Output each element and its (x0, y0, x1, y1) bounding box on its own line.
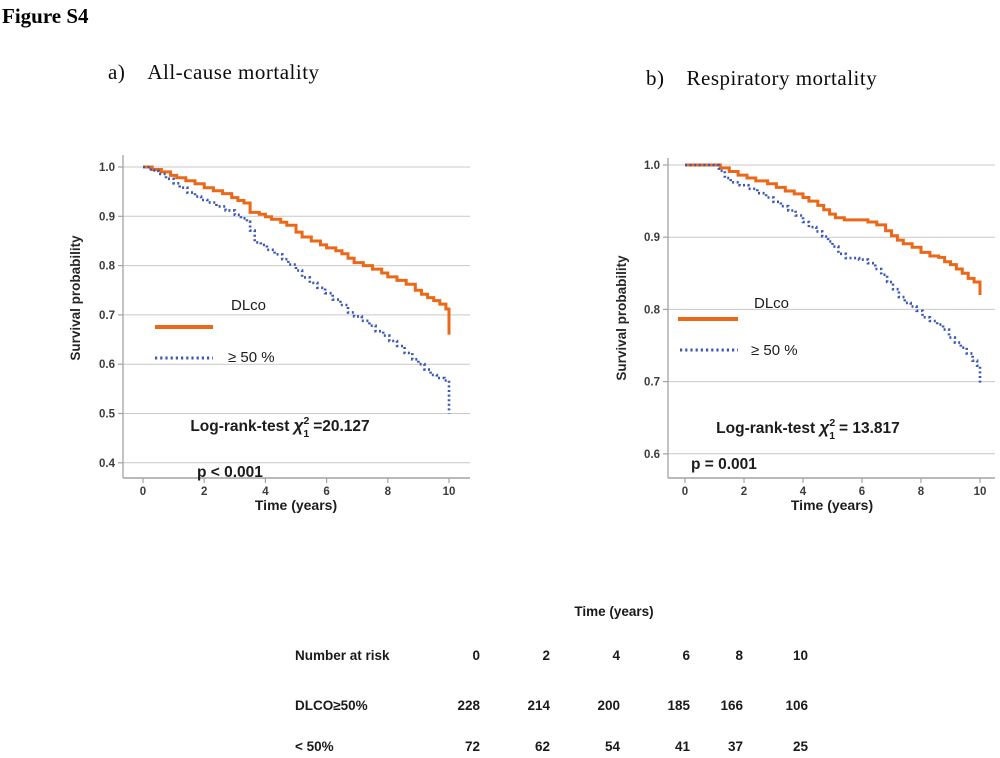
y-tick-label: 0.6 (99, 359, 115, 371)
number-at-risk-table: Time (years) Number at risk 0 2 4 6 8 10… (295, 0, 835, 758)
risk-table-time-value: 2 (542, 648, 550, 663)
km-chart-respiratory: 1.0 0.9 0.8 0.7 0.6 0 2 4 6 8 10 Time (years) DLco ≥ … (644, 158, 995, 513)
y-tick-label: 0.4 (99, 458, 116, 470)
y-tick-label: 1.0 (99, 162, 115, 174)
risk-table-row-label: DLCO≥50% (295, 698, 368, 713)
risk-table-time-value: 0 (472, 648, 480, 663)
x-tick-label: 4 (262, 486, 269, 498)
x-tick-label: 8 (385, 486, 392, 498)
logrank-annotation: Log-rank-test χ2 1 = 13.817 (716, 417, 900, 442)
risk-table-time-value: 8 (735, 648, 743, 663)
y-tick-label: 0.9 (644, 232, 660, 244)
survival-curve-dlco-lt50 (685, 163, 982, 386)
risk-table-row-label: Number at risk (295, 648, 390, 663)
risk-table-time-value: 4 (612, 648, 620, 663)
x-tick-label: 10 (974, 486, 987, 498)
panel-a-title: a) All-cause mortality (108, 60, 320, 85)
risk-table-cell: 62 (534, 739, 550, 754)
panel-a-title-text: All-cause mortality (147, 60, 320, 84)
risk-table-row-dlco-lt50: < 50% 72 62 54 41 37 25 (295, 739, 808, 754)
risk-table-header-spacer (295, 604, 420, 619)
legend-dotted-label: ≥ 50 % (751, 342, 798, 359)
survival-curve-dlco-ge50 (685, 163, 982, 295)
risk-table-row-dlco-ge50: DLCO≥50% 228 214 200 185 166 106 (295, 698, 808, 713)
risk-table-cell: 37 (727, 739, 743, 754)
y-tick-label: 0.8 (99, 261, 116, 273)
risk-table-cell: 106 (785, 698, 808, 713)
y-tick-label: 0.7 (99, 310, 115, 322)
x-tick-label: 0 (682, 486, 688, 498)
survival-curve-dlco-ge50 (143, 165, 451, 335)
panel-b-title-text: Respiratory mortality (686, 66, 878, 90)
x-axis-label: Time (years) (255, 497, 337, 513)
y-tick-label: 0.6 (644, 449, 660, 461)
x-tick-label: 2 (201, 486, 207, 498)
panel-a-tag: a) (108, 60, 126, 84)
risk-table-times-row: Number at risk 0 2 4 6 8 10 (295, 648, 808, 663)
risk-table-cell: 228 (457, 698, 480, 713)
logrank-annotation: Log-rank-test χ2 1 =20.127 (190, 415, 369, 440)
km-chart-all-cause: 1.0 0.9 0.8 0.7 0.6 0.5 0.4 0 2 4 6 8 10 Time (years)… (99, 155, 470, 513)
risk-table-cell: 54 (604, 739, 620, 754)
x-tick-label: 10 (443, 486, 456, 498)
risk-table-header-row: Time (years) (295, 604, 808, 619)
risk-table-cell: 41 (674, 739, 690, 754)
x-axis-label: Time (years) (791, 497, 873, 513)
y-tick-label: 0.9 (99, 211, 115, 223)
figure-title: Figure S4 (2, 4, 89, 28)
risk-table-cell: 185 (667, 698, 690, 713)
panel-b-title: b) Respiratory mortality (646, 66, 877, 91)
y-tick-label: 0.8 (644, 304, 661, 316)
x-tick-label: 2 (741, 486, 747, 498)
survival-curve-dlco-lt50 (143, 165, 451, 414)
legend-dotted-label: ≥ 50 % (228, 349, 275, 366)
y-tick-label: 0.7 (644, 377, 660, 389)
panel-b-tag: b) (646, 66, 665, 90)
risk-table-cell: 72 (464, 739, 480, 754)
risk-table-time-value: 10 (792, 648, 808, 663)
p-value-annotation: p < 0.001 (197, 464, 263, 481)
risk-table-time-header: Time (years) (574, 604, 654, 619)
x-tick-label: 4 (800, 486, 807, 498)
x-tick-label: 6 (859, 486, 865, 498)
x-tick-label: 8 (918, 486, 925, 498)
risk-table-cell: 166 (720, 698, 743, 713)
y-tick-label: 1.0 (644, 160, 660, 172)
legend-title: DLco (754, 295, 789, 312)
y-tick-label: 0.5 (99, 409, 116, 421)
risk-table-row-label: < 50% (295, 739, 334, 754)
risk-table-time-value: 6 (682, 648, 690, 663)
x-tick-label: 6 (323, 486, 329, 498)
risk-table-cell: 200 (597, 698, 620, 713)
p-value-annotation: p = 0.001 (691, 456, 757, 473)
x-tick-label: 0 (140, 486, 146, 498)
risk-table-cell: 25 (792, 739, 808, 754)
y-axis-label-a: Survival probability (68, 235, 83, 361)
legend-title: DLco (231, 297, 266, 314)
risk-table-cell: 214 (527, 698, 550, 713)
